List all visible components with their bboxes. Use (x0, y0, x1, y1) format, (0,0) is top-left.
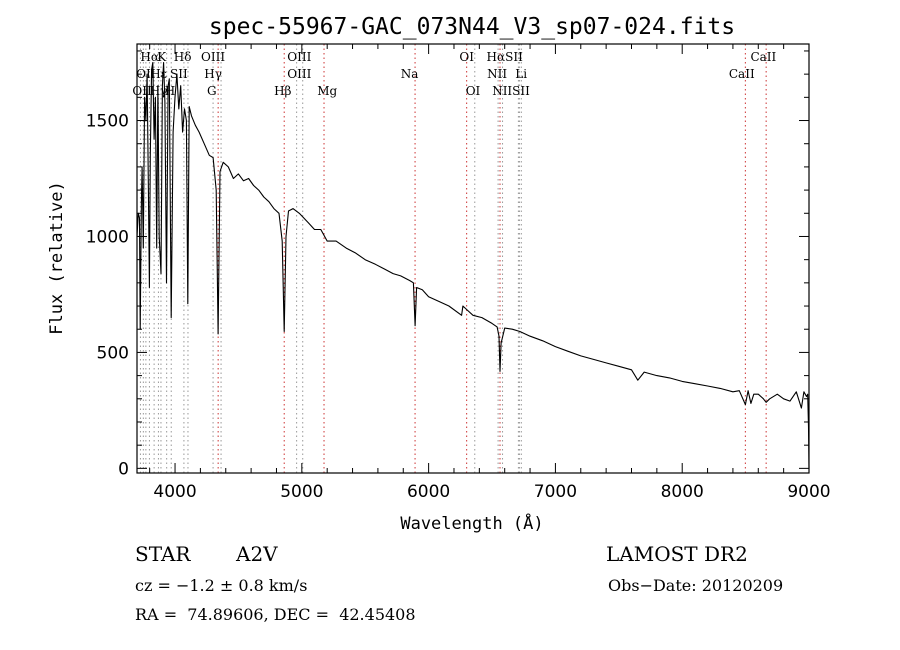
spectral-line-markers (139, 44, 767, 473)
line-label: Na (401, 67, 419, 81)
line-label: G (207, 84, 217, 98)
y-tick-label: 0 (118, 459, 129, 479)
line-label: HαSII (487, 50, 524, 64)
line-label: Hβ (274, 84, 291, 98)
spectrum-line (136, 62, 810, 469)
x-tick-label: 4000 (153, 482, 196, 502)
line-label: K (157, 50, 167, 64)
survey-name: LAMOST DR2 (606, 542, 748, 566)
line-label: Hγ (150, 84, 168, 98)
observation-date: Obs−Date: 20120209 (608, 576, 784, 595)
line-label: SII (170, 67, 188, 81)
redshift-value: cz = −1.2 ± 0.8 km/s (135, 576, 308, 595)
line-label: NII (487, 67, 507, 81)
line-label: OII (136, 67, 156, 81)
line-label: Hε (150, 67, 167, 81)
line-label: OI (466, 84, 481, 98)
x-tick-label: 5000 (280, 482, 323, 502)
plot-frame (136, 43, 810, 474)
line-label: H (165, 84, 175, 98)
chart-title: spec-55967-GAC_073N44_V3_sp07-024.fits (209, 14, 735, 40)
line-label: CaII (750, 50, 776, 64)
line-label: Li (515, 67, 527, 81)
line-label: OII (132, 84, 152, 98)
x-tick-label: 7000 (534, 482, 577, 502)
y-tick-label: 1500 (86, 112, 129, 132)
line-label: OIII (287, 67, 311, 81)
x-tick-label: 9000 (787, 482, 830, 502)
line-label: CaII (729, 67, 755, 81)
y-tick-label: 500 (97, 343, 129, 363)
line-label: OI (459, 50, 474, 64)
line-label: Hγ (204, 67, 222, 81)
line-label: OIII (287, 50, 311, 64)
axis-ticks: 4000 5000 6000 7000 8000 9000 0 500 1000 1500 (86, 44, 831, 502)
line-label: NIISII (492, 84, 530, 98)
y-tick-label: 1000 (86, 227, 129, 247)
x-tick-label: 6000 (407, 482, 450, 502)
line-label: OIII (201, 50, 225, 64)
spectral-subclass: A2V (236, 542, 278, 566)
line-label: Hδ (174, 50, 192, 64)
plot-area (136, 62, 810, 469)
coordinates: RA = 74.89606, DEC = 42.45408 (135, 605, 416, 624)
x-tick-label: 8000 (661, 482, 704, 502)
object-class: STAR (135, 542, 191, 566)
x-axis-label: Wavelength (Å) (400, 512, 543, 534)
line-label: Hα (140, 50, 159, 64)
y-axis-label: Flux (relative) (47, 181, 67, 335)
line-label: Mg (317, 84, 337, 98)
